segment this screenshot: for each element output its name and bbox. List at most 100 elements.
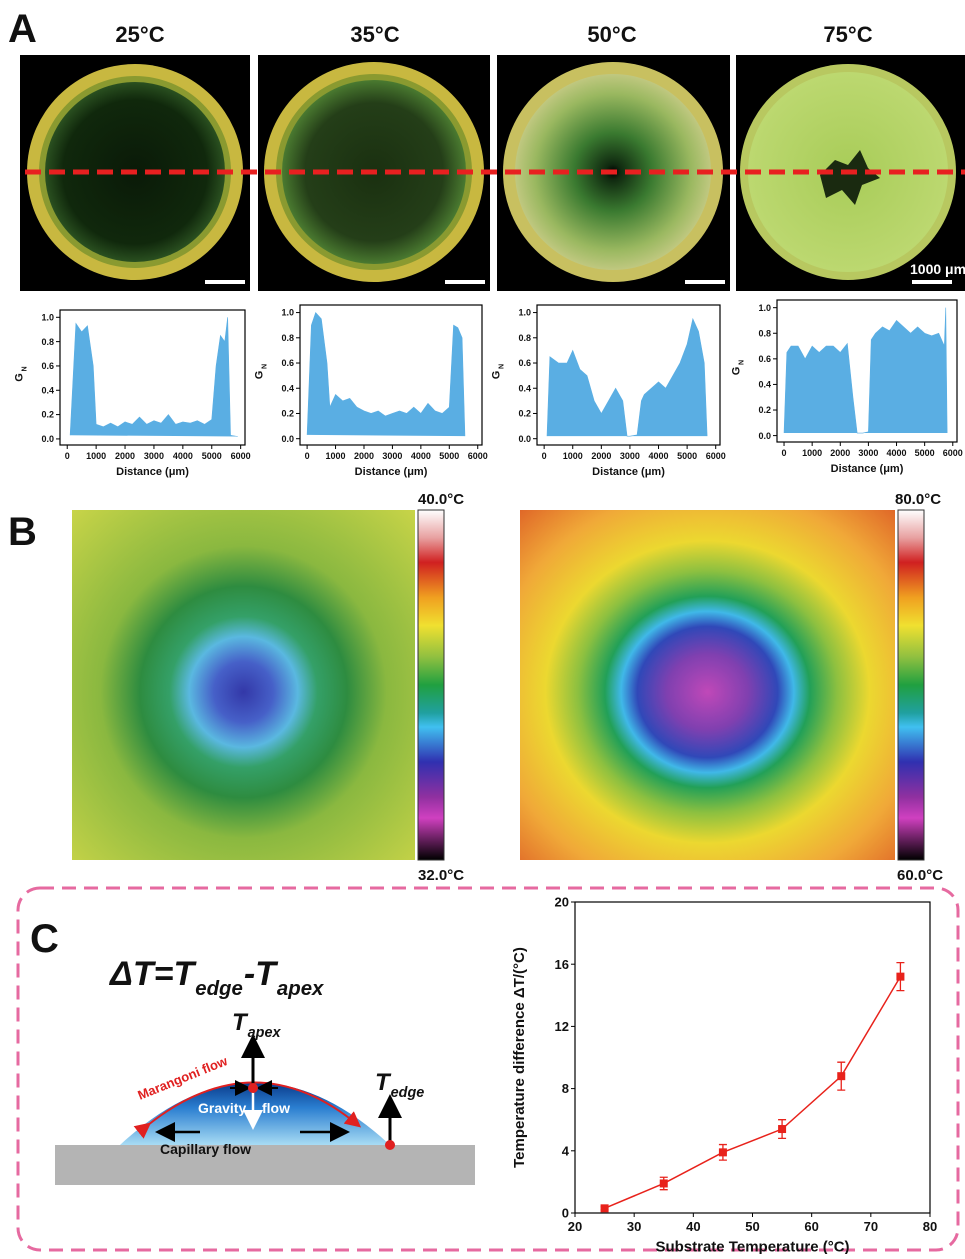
x-tick-label: 3000 <box>620 451 640 461</box>
subscript: apex <box>248 1025 282 1041</box>
y-tick-label: 20 <box>555 895 569 910</box>
panel-title: 35°C <box>350 22 399 47</box>
colorbar-min: 60.0°C <box>897 867 943 884</box>
x-tick-label: 70 <box>864 1219 878 1234</box>
x-tick-label: 2000 <box>591 451 611 461</box>
subscript: apex <box>277 978 325 1000</box>
y-axis-label: Temperature difference ΔT/(°C) <box>511 947 528 1168</box>
x-tick-label: 5000 <box>915 448 935 458</box>
panel-label: B <box>8 510 37 554</box>
y-axis-label-subscript: N <box>737 360 745 365</box>
x-tick-label: 6000 <box>468 451 488 461</box>
marker <box>659 1179 668 1188</box>
x-tick-label: 4000 <box>411 451 431 461</box>
y-tick-label: 0.6 <box>41 361 54 371</box>
x-tick-label: 80 <box>923 1219 937 1234</box>
x-tick-label: 1000 <box>563 451 583 461</box>
y-tick-label: 0.2 <box>281 409 294 419</box>
colorbar <box>897 509 925 861</box>
x-tick-label: 0 <box>782 448 787 458</box>
colorbar-max: 80.0°C <box>895 491 941 508</box>
x-tick-label: 0 <box>305 451 310 461</box>
y-tick-label: 0.4 <box>518 383 531 393</box>
y-tick-label: 0.4 <box>758 380 771 390</box>
x-tick-label: 3000 <box>858 448 878 458</box>
y-axis-label: G <box>253 371 265 380</box>
y-tick-label: 0.4 <box>41 385 54 395</box>
y-tick-label: 1.0 <box>758 303 771 313</box>
plot-frame <box>536 304 721 446</box>
panel-frame <box>16 886 960 1252</box>
subscript: edge <box>391 1085 425 1101</box>
chart: 0 1000 2000 3000 4000 5000 6000 0.0 0.2 0.4 0.6 0.8… <box>730 299 963 475</box>
area <box>783 307 948 434</box>
y-tick-label: 8 <box>562 1081 569 1096</box>
y-axis-label-subscript: N <box>260 364 268 369</box>
marker <box>896 972 905 981</box>
flow-label: Capillary flow <box>160 1141 251 1157</box>
y-tick-label: 0.8 <box>41 337 54 347</box>
y-tick-label: 12 <box>555 1019 569 1034</box>
y-tick-label: 0.6 <box>758 354 771 364</box>
y-tick-label: 0.2 <box>41 410 54 420</box>
y-tick-label: 0.0 <box>281 434 294 444</box>
y-tick-label: 0.2 <box>518 409 531 419</box>
marker <box>837 1072 846 1081</box>
y-tick-label: 4 <box>562 1143 570 1158</box>
colorbar <box>417 509 445 861</box>
chart: 20 30 40 50 60 70 80 0 4 8 12 16 20 Substrate Tempera… <box>511 895 937 1256</box>
y-tick-label: 0.4 <box>281 383 294 393</box>
substrate <box>55 1145 475 1185</box>
x-tick-label: 1000 <box>86 451 106 461</box>
panel-title: 75°C <box>823 22 872 47</box>
x-tick-label: 5000 <box>202 451 222 461</box>
y-tick-label: 0.6 <box>518 358 531 368</box>
panel-label: C <box>30 917 59 961</box>
x-tick-label: 30 <box>627 1219 641 1234</box>
chart: 0 1000 2000 3000 4000 5000 6000 0.0 0.2 0.4 0.6 0.8… <box>13 309 251 478</box>
y-axis-label-subscript: N <box>497 364 505 369</box>
text: ΔT=T <box>108 955 197 993</box>
chart: 0 1000 2000 3000 4000 5000 6000 0.0 0.2 0.4 0.6 0.8… <box>253 304 488 478</box>
y-tick-label: 0.8 <box>281 333 294 343</box>
area <box>546 317 708 437</box>
text: T <box>232 1009 249 1036</box>
x-axis-label: Substrate Temperature (°C) <box>655 1239 849 1254</box>
x-axis-label: Distance (μm) <box>592 466 665 478</box>
x-tick-label: 2000 <box>354 451 374 461</box>
y-axis-label: G <box>490 371 502 380</box>
x-tick-label: 60 <box>804 1219 818 1234</box>
x-tick-label: 4000 <box>649 451 669 461</box>
edge-point <box>385 1140 395 1150</box>
y-tick-label: 16 <box>555 957 569 972</box>
area <box>69 317 238 437</box>
colorbar-min: 32.0°C <box>418 867 464 884</box>
plot-frame <box>299 304 483 446</box>
x-tick-label: 2000 <box>115 451 135 461</box>
x-tick-label: 5000 <box>677 451 697 461</box>
text: T <box>375 1069 392 1096</box>
x-tick-label: 2000 <box>830 448 850 458</box>
y-tick-label: 1.0 <box>518 308 531 318</box>
y-tick-label: 0.0 <box>518 434 531 444</box>
x-tick-label: 5000 <box>439 451 459 461</box>
flow-label: Gravity <box>198 1100 246 1116</box>
x-tick-label: 6000 <box>943 448 963 458</box>
x-tick-label: 6000 <box>231 451 251 461</box>
flow-label: flow <box>262 1100 290 1116</box>
y-tick-label: 0.2 <box>758 405 771 415</box>
x-tick-label: 3000 <box>144 451 164 461</box>
plot-frame <box>776 299 958 443</box>
panel-label: A <box>8 7 37 51</box>
y-tick-label: 1.0 <box>41 312 54 322</box>
y-tick-label: 1.0 <box>281 308 294 318</box>
y-tick-label: 0.0 <box>758 431 771 441</box>
marker <box>600 1204 609 1213</box>
chart: 0 1000 2000 3000 4000 5000 6000 0.0 0.2 0.4 0.6 0.8… <box>490 304 726 478</box>
y-axis-label: G <box>730 367 742 376</box>
scale-bar-label: 1000 μm <box>910 261 965 277</box>
y-tick-label: 0.8 <box>518 333 531 343</box>
